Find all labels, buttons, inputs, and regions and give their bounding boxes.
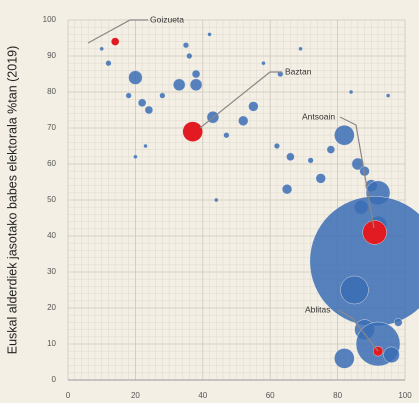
leader-line — [199, 71, 282, 129]
bubble — [307, 157, 314, 164]
bubble — [133, 154, 138, 160]
y-tick-label: 60 — [47, 159, 56, 168]
bubble — [182, 121, 203, 142]
bubble — [137, 98, 147, 108]
bubble — [348, 89, 354, 95]
bubble — [99, 46, 104, 51]
bubble — [273, 142, 280, 150]
bubble — [261, 61, 266, 66]
leader-line — [339, 116, 375, 229]
annotation: Ablitas — [305, 304, 331, 314]
y-tick-label: 40 — [47, 231, 56, 240]
x-tick-label: 40 — [198, 391, 207, 400]
bubble — [248, 101, 259, 112]
bubble — [334, 348, 355, 369]
bubble — [128, 70, 143, 85]
y-tick-label: 80 — [47, 87, 56, 96]
bubble — [362, 220, 387, 245]
bubble — [207, 32, 212, 37]
bubble — [143, 143, 148, 149]
y-tick-label: 50 — [47, 195, 56, 204]
bubble — [383, 346, 400, 363]
leader-line — [337, 309, 379, 352]
bubble — [125, 92, 132, 99]
bubble — [105, 60, 112, 67]
bubble — [238, 115, 249, 126]
y-tick-label: 100 — [43, 15, 57, 24]
bubble — [394, 318, 403, 327]
bubble — [110, 37, 120, 46]
bubble — [326, 145, 336, 154]
bubble — [334, 124, 355, 146]
bubble — [191, 69, 201, 79]
x-tick-label: 100 — [398, 391, 412, 400]
x-tick-label: 60 — [266, 391, 275, 400]
bubble — [186, 52, 193, 60]
bubble — [340, 275, 369, 305]
y-tick-label: 70 — [47, 123, 56, 132]
y-axis-label: Euskal alderdiek jasotako babes elektora… — [5, 46, 19, 355]
y-tick-label: 90 — [47, 51, 56, 60]
annotation: Baztan — [285, 66, 312, 76]
bubble — [223, 132, 230, 139]
bubble — [372, 346, 384, 357]
bubble — [173, 78, 186, 92]
x-tick-label: 0 — [66, 391, 71, 400]
bubble — [385, 93, 391, 98]
y-tick-label: 20 — [47, 303, 56, 312]
x-tick-label: 80 — [333, 391, 342, 400]
annotation: Antsoain — [302, 111, 335, 121]
bubble — [281, 184, 293, 195]
leader-line — [87, 19, 148, 44]
bubble — [286, 152, 295, 162]
bubble — [159, 92, 166, 99]
bubble — [144, 105, 154, 115]
bubble — [214, 197, 219, 203]
annotation: Goizueta — [150, 14, 184, 24]
y-tick-label: 30 — [47, 267, 56, 276]
y-tick-label: 10 — [47, 339, 56, 348]
bubble — [315, 173, 326, 184]
bubble — [189, 78, 203, 92]
bubble — [298, 46, 303, 51]
bubble — [351, 157, 365, 171]
bubble — [182, 42, 189, 49]
y-tick-label: 0 — [52, 375, 57, 384]
x-tick-label: 20 — [131, 391, 140, 400]
